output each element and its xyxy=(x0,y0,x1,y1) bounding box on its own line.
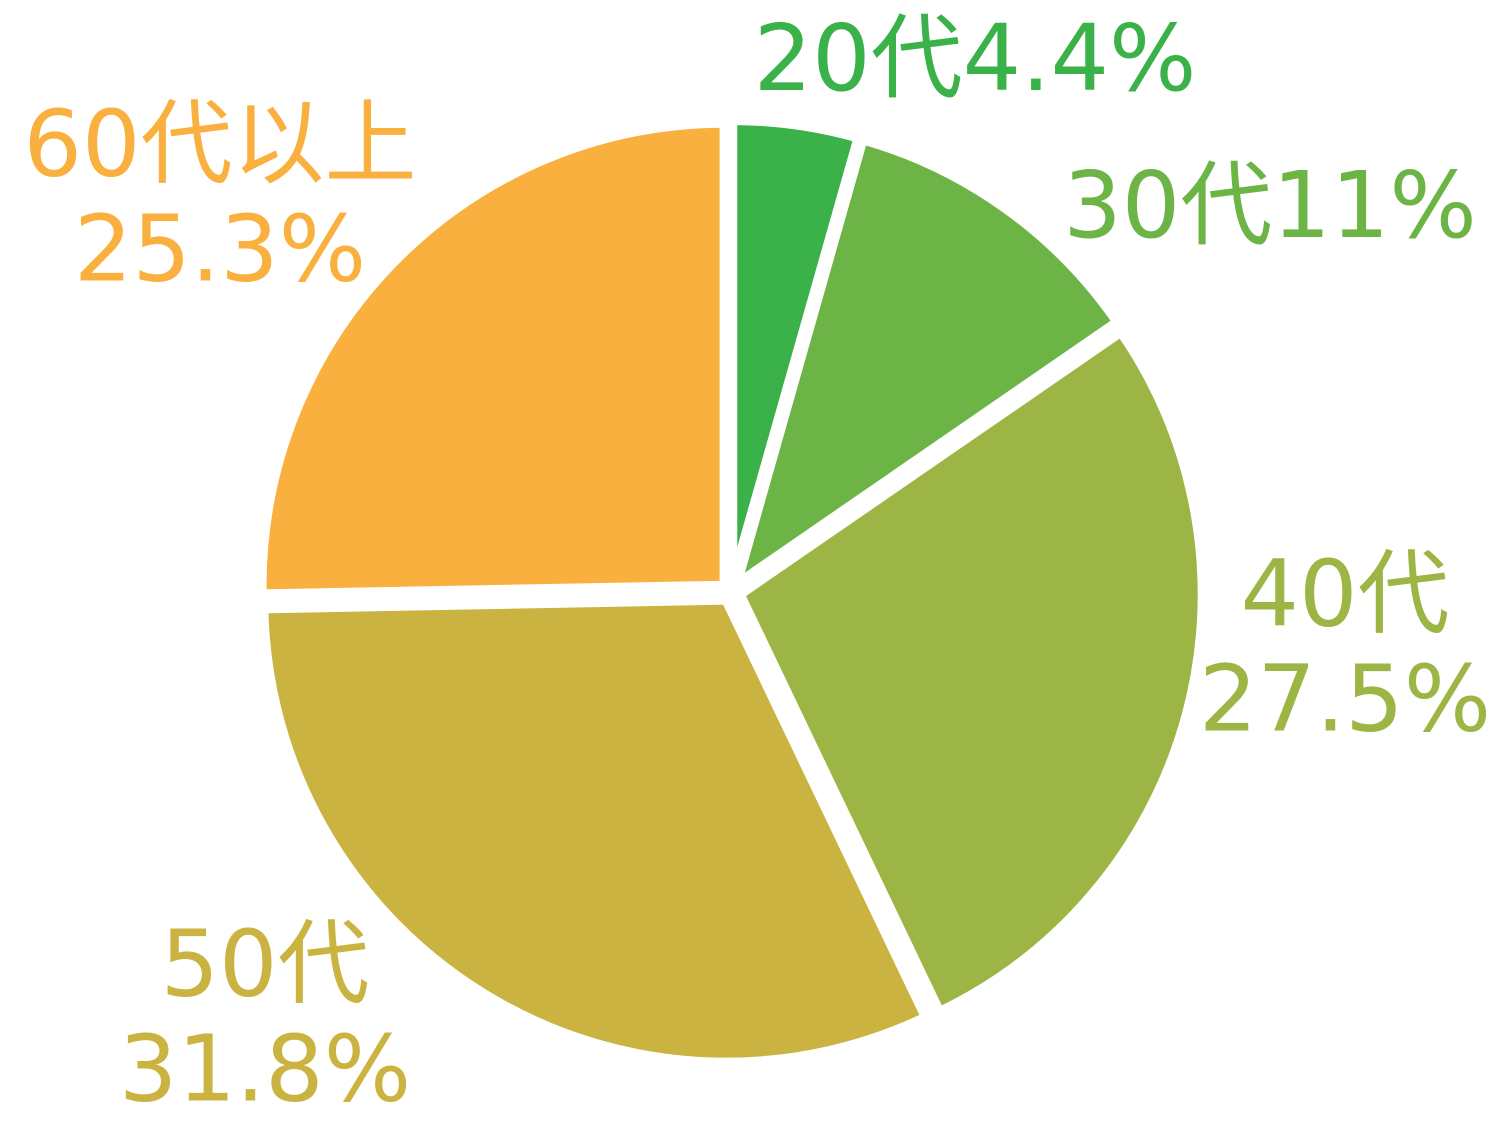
slice-value-label: 11% xyxy=(1272,152,1476,259)
pie-slice xyxy=(256,117,730,600)
pie-slice xyxy=(258,594,933,1068)
slice-value-label: 25.3% xyxy=(74,195,366,302)
slice-value-label: 31.8% xyxy=(119,1015,411,1122)
slice-value-label: 4.4% xyxy=(963,5,1197,112)
slice-label: 30代 xyxy=(1063,152,1272,259)
slice-label-group: 30代11% xyxy=(1063,152,1477,259)
slice-label: 40代 xyxy=(1240,540,1449,647)
slice-label: 20代 xyxy=(754,5,963,112)
pie-slice xyxy=(727,133,1125,597)
slice-label-group: 20代4.4% xyxy=(754,5,1197,112)
slice-label: 50代 xyxy=(160,910,369,1017)
slice-value-label: 27.5% xyxy=(1199,645,1490,752)
slice-label: 60代以上 xyxy=(23,90,416,197)
pie-slice xyxy=(733,324,1208,1019)
